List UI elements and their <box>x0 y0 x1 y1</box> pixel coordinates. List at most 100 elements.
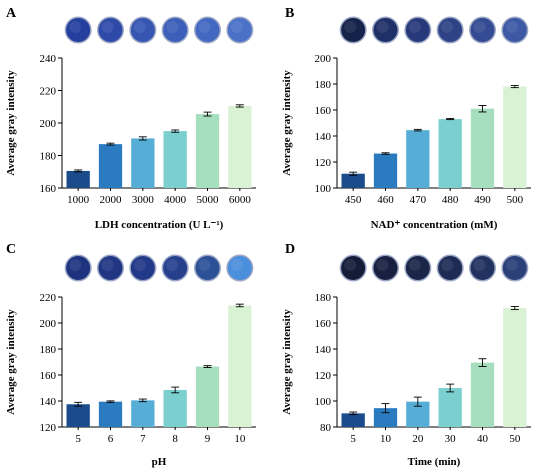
well-image <box>469 16 496 44</box>
y-tick-label: 120 <box>315 157 332 169</box>
well-image <box>404 16 432 44</box>
bar <box>195 366 220 427</box>
bar <box>131 138 155 188</box>
panel-label: A <box>6 6 17 21</box>
y-tick-label: 160 <box>40 183 57 195</box>
well-highlight <box>473 21 486 33</box>
well-highlight <box>166 21 179 33</box>
error-bar <box>413 396 422 407</box>
well-fill <box>195 18 220 42</box>
well-highlight <box>441 21 454 33</box>
well-fill <box>130 256 155 280</box>
error-bar <box>349 411 358 416</box>
y-axis-label: Average gray intensity <box>281 70 293 176</box>
well-fill <box>66 256 91 280</box>
bar <box>163 389 187 427</box>
x-tick-label: 450 <box>345 194 362 206</box>
well-fill <box>405 256 430 280</box>
error-bar <box>413 128 422 132</box>
x-tick-label: 490 <box>474 194 491 206</box>
x-tick-label: 3000 <box>132 194 155 206</box>
well-image <box>404 254 432 282</box>
well-fill <box>227 18 252 42</box>
error-bar <box>510 306 519 311</box>
bar <box>163 131 187 188</box>
y-tick-label: 160 <box>315 318 332 330</box>
well-image <box>372 16 399 44</box>
error-bar <box>203 111 212 117</box>
well-highlight <box>69 21 82 33</box>
x-tick-label: 7 <box>140 433 146 445</box>
well-image <box>194 16 221 44</box>
y-tick-label: 140 <box>315 131 332 143</box>
error-bar <box>235 104 244 108</box>
well-highlight <box>344 21 357 33</box>
well-fill <box>470 18 495 42</box>
y-tick-label: 200 <box>40 118 57 130</box>
well-highlight <box>101 21 114 33</box>
error-bar <box>138 398 147 403</box>
y-tick-label: 100 <box>315 183 332 195</box>
error-bar <box>171 386 180 394</box>
chart-panel-c: C 120 140 160 180 200 220 5 6 7 8 9 10 pH Average gray… <box>5 242 256 468</box>
y-axis-label: Average gray intensity <box>5 309 17 415</box>
well-highlight <box>505 21 518 33</box>
chart-panel-d: D 80 100 120 140 160 180 5 10 20 30 40 50 Time (min) A… <box>281 242 531 468</box>
well-image <box>226 16 254 44</box>
y-tick-label: 140 <box>40 396 57 408</box>
well-fill <box>227 256 252 280</box>
well-highlight <box>69 259 82 271</box>
well-fill <box>502 256 527 280</box>
y-axis-label: Average gray intensity <box>5 70 17 176</box>
well-fill <box>130 18 155 42</box>
well-highlight <box>230 259 243 271</box>
error-bar <box>381 403 390 414</box>
well-image <box>372 254 399 282</box>
well-fill <box>438 256 463 280</box>
well-fill <box>373 18 398 42</box>
well-highlight <box>376 21 389 33</box>
bar <box>66 170 90 188</box>
bar <box>228 305 252 427</box>
error-bar <box>74 169 83 173</box>
bar <box>503 308 527 427</box>
panel-label: B <box>285 6 294 21</box>
well-image <box>194 254 221 282</box>
x-tick-label: 30 <box>445 433 457 445</box>
well-highlight <box>230 21 243 33</box>
well-image <box>129 16 157 44</box>
chart-panel-a: A 160 180 200 220 240 1000 2000 3000 4000 5000 6000… <box>5 6 256 231</box>
y-tick-label: 200 <box>40 318 57 330</box>
error-bar <box>446 118 455 121</box>
x-tick-label: 50 <box>509 433 521 445</box>
y-tick-label: 200 <box>315 53 332 65</box>
y-tick-label: 160 <box>40 370 57 382</box>
well-image <box>97 254 124 282</box>
well-highlight <box>441 259 454 271</box>
x-tick-label: 6 <box>108 433 114 445</box>
well-image <box>339 16 367 44</box>
well-fill <box>373 256 398 280</box>
bar <box>341 413 365 427</box>
x-tick-label: 9 <box>205 433 211 445</box>
well-highlight <box>133 259 146 271</box>
well-highlight <box>473 259 486 271</box>
bar <box>438 388 462 427</box>
y-axis-label: Average gray intensity <box>281 309 293 415</box>
bar <box>406 401 430 427</box>
error-bar <box>510 85 519 89</box>
well-highlight <box>505 259 518 271</box>
well-highlight <box>408 21 421 33</box>
x-axis-label: pH <box>152 456 167 468</box>
well-highlight <box>198 259 211 271</box>
x-tick-label: 470 <box>410 194 427 206</box>
bar <box>98 144 123 188</box>
x-tick-label: 5000 <box>197 194 220 206</box>
well-image <box>501 254 529 282</box>
x-tick-label: 5 <box>75 433 81 445</box>
well-image <box>64 254 92 282</box>
bar <box>228 105 252 188</box>
error-bar <box>349 171 358 176</box>
y-tick-label: 100 <box>315 396 332 408</box>
bar <box>195 114 220 188</box>
